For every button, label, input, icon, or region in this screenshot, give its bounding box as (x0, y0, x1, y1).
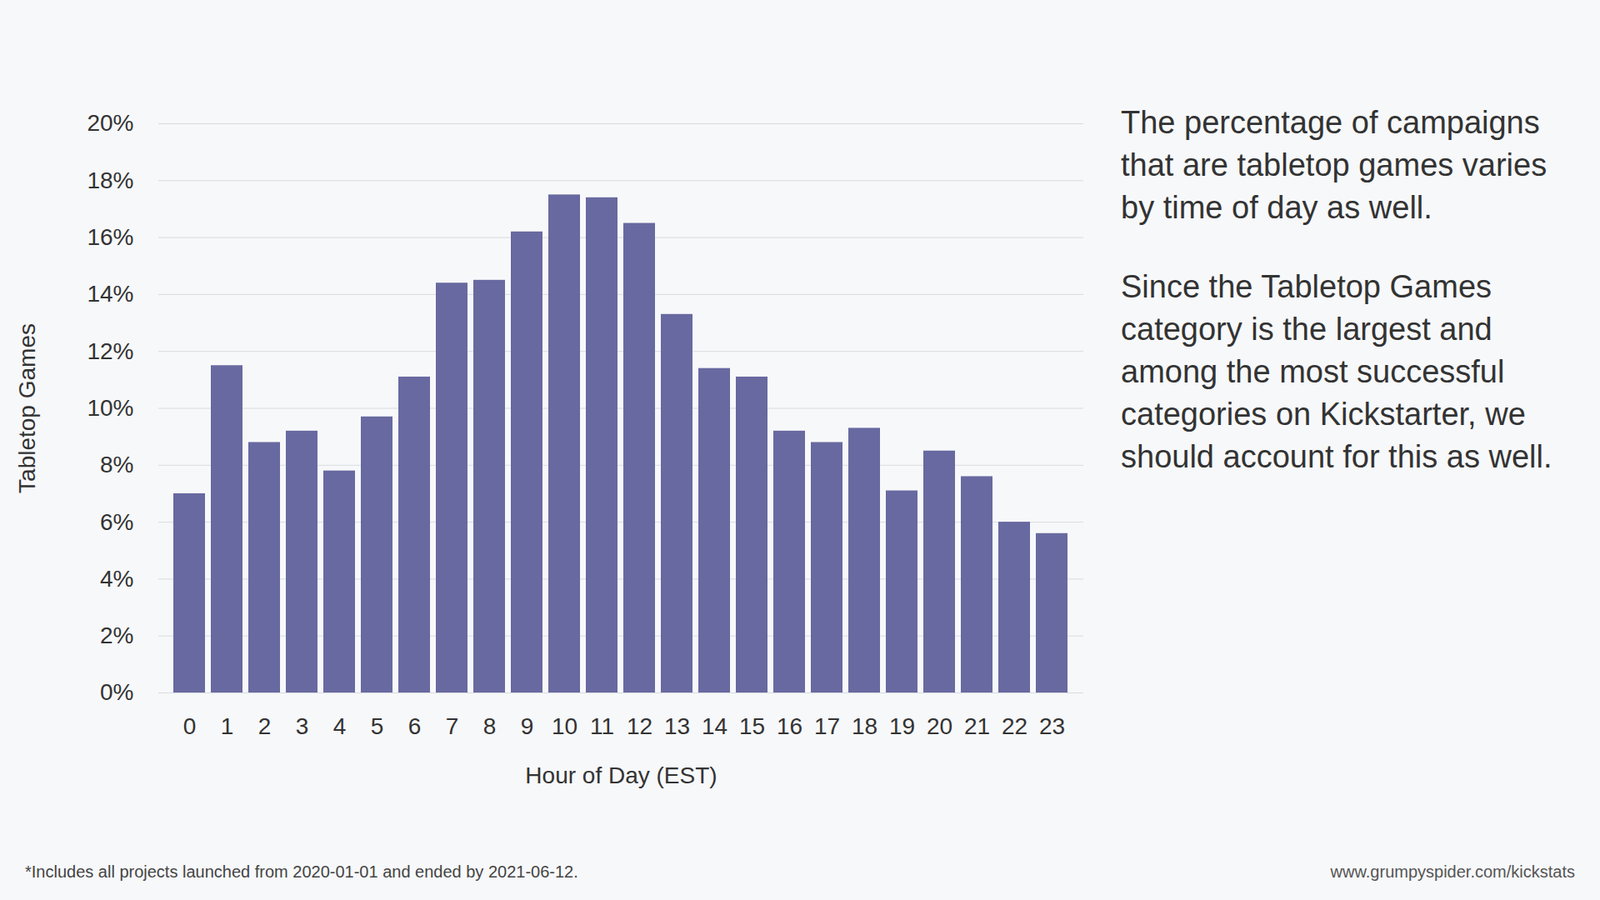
svg-text:7: 7 (445, 713, 460, 740)
svg-text:6: 6 (408, 713, 422, 740)
svg-text:0%: 0% (100, 679, 134, 705)
svg-text:22: 22 (1001, 713, 1028, 740)
html-text:The percentage of campaigns th: The percentage of campaigns that are tab… (1120, 105, 1547, 225)
svg-text:17: 17 (814, 713, 840, 740)
svg-text:16: 16 (776, 713, 803, 740)
svg-text:1: 1 (220, 713, 235, 740)
svg-text:20%: 20% (86, 110, 134, 136)
svg-text:4: 4 (333, 713, 347, 740)
svg-text:18: 18 (851, 713, 878, 740)
svg-text:12: 12 (626, 713, 653, 740)
svg-text:8: 8 (483, 713, 497, 740)
svg-text:Hour of Day (EST): Hour of Day (EST) (525, 762, 717, 789)
svg-text:8%: 8% (100, 451, 134, 478)
svg-text:Tabletop Games: Tabletop Games (14, 323, 40, 494)
svg-text:21: 21 (964, 713, 990, 740)
svg-text:15: 15 (739, 713, 765, 740)
svg-text:2: 2 (258, 713, 272, 740)
svg-text:19: 19 (889, 713, 915, 740)
svg-text:0: 0 (183, 713, 197, 740)
svg-text:5: 5 (370, 713, 385, 740)
html-text:Since the Tabletop Games categ: Since the Tabletop Games category is the… (1120, 269, 1553, 475)
svg-text:3: 3 (295, 713, 310, 740)
svg-text:12%: 12% (86, 338, 134, 365)
svg-text:13: 13 (664, 713, 690, 740)
svg-text:20: 20 (926, 713, 953, 740)
html-text:*Includes all projects launche: *Includes all projects launched from 202… (25, 862, 579, 881)
svg-text:9: 9 (520, 713, 535, 740)
svg-text:10%: 10% (86, 395, 134, 421)
svg-text:2%: 2% (100, 622, 134, 649)
svg-text:23: 23 (1039, 713, 1065, 740)
svg-text:10: 10 (551, 713, 578, 740)
svg-text:16%: 16% (86, 224, 134, 250)
svg-text:11: 11 (590, 713, 615, 740)
svg-text:14%: 14% (86, 280, 134, 307)
svg-text:14: 14 (701, 713, 728, 740)
html-text:www.grumpyspider.com/kickstats: www.grumpyspider.com/kickstats (1330, 862, 1575, 881)
svg-text:6%: 6% (100, 509, 134, 535)
svg-text:4%: 4% (100, 565, 134, 592)
svg-text:18%: 18% (86, 167, 134, 194)
